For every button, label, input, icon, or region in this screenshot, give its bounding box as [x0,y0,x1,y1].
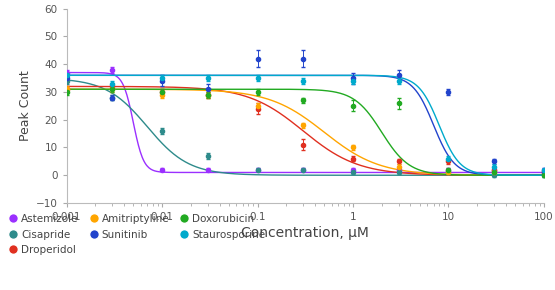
Legend: Astemizole, Cisapride, Droperidol, Amitriptyline, Sunitinib, Doxorubicin, Stauro: Astemizole, Cisapride, Droperidol, Amitr… [11,214,265,255]
X-axis label: Concentration, μM: Concentration, μM [241,226,369,240]
Y-axis label: Peak Count: Peak Count [18,70,32,141]
